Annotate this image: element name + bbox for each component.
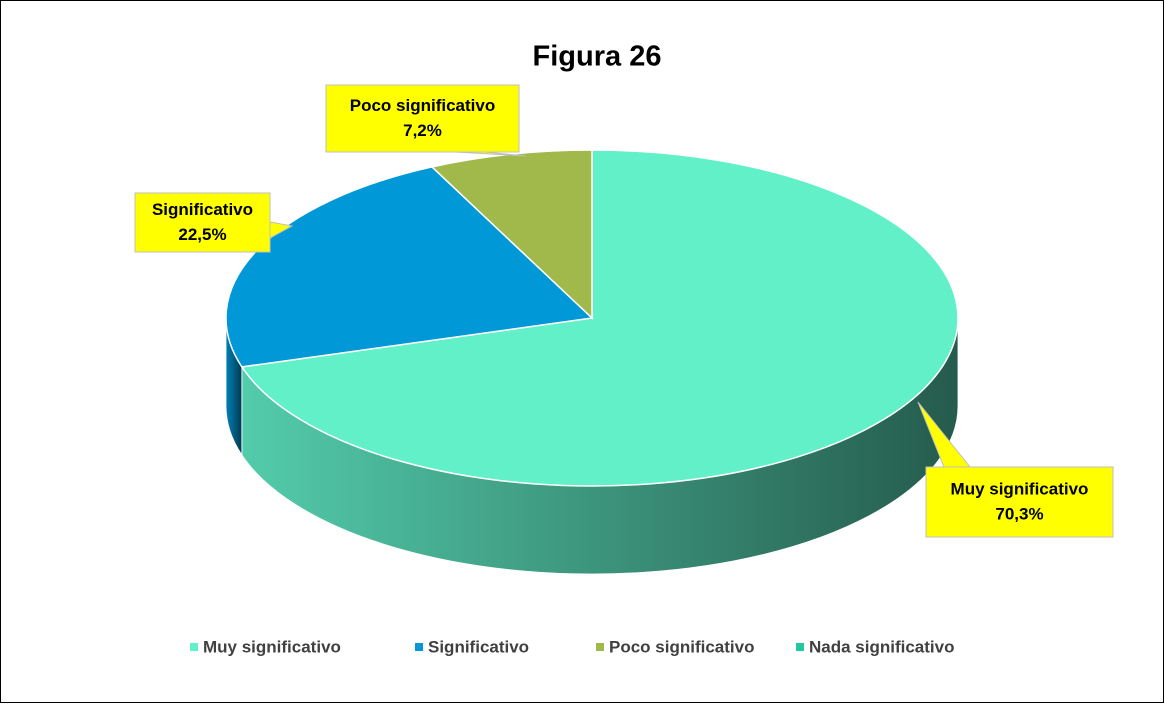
legend-label: Muy significativo [203, 637, 341, 656]
legend-swatch [596, 643, 604, 651]
legend-label: Significativo [428, 637, 529, 656]
data-label-value: 22,5% [178, 225, 226, 244]
callout-box [325, 84, 520, 153]
legend-swatch [415, 643, 423, 651]
callout-box [134, 192, 271, 253]
data-label-category: Muy significativo [951, 479, 1089, 498]
pie-slice [240, 149, 959, 487]
legend-swatch [796, 643, 804, 651]
legend-label: Nada significativo [809, 637, 954, 656]
data-label-value: 7,2% [403, 121, 442, 140]
legend-swatch [190, 643, 198, 651]
data-label-category: Poco significativo [350, 96, 495, 115]
legend-label: Poco significativo [609, 637, 754, 656]
chart-title: Figura 26 [533, 41, 662, 73]
callout-box [925, 466, 1114, 538]
data-label-category: Significativo [152, 200, 253, 219]
data-label-value: 70,3% [995, 504, 1043, 523]
